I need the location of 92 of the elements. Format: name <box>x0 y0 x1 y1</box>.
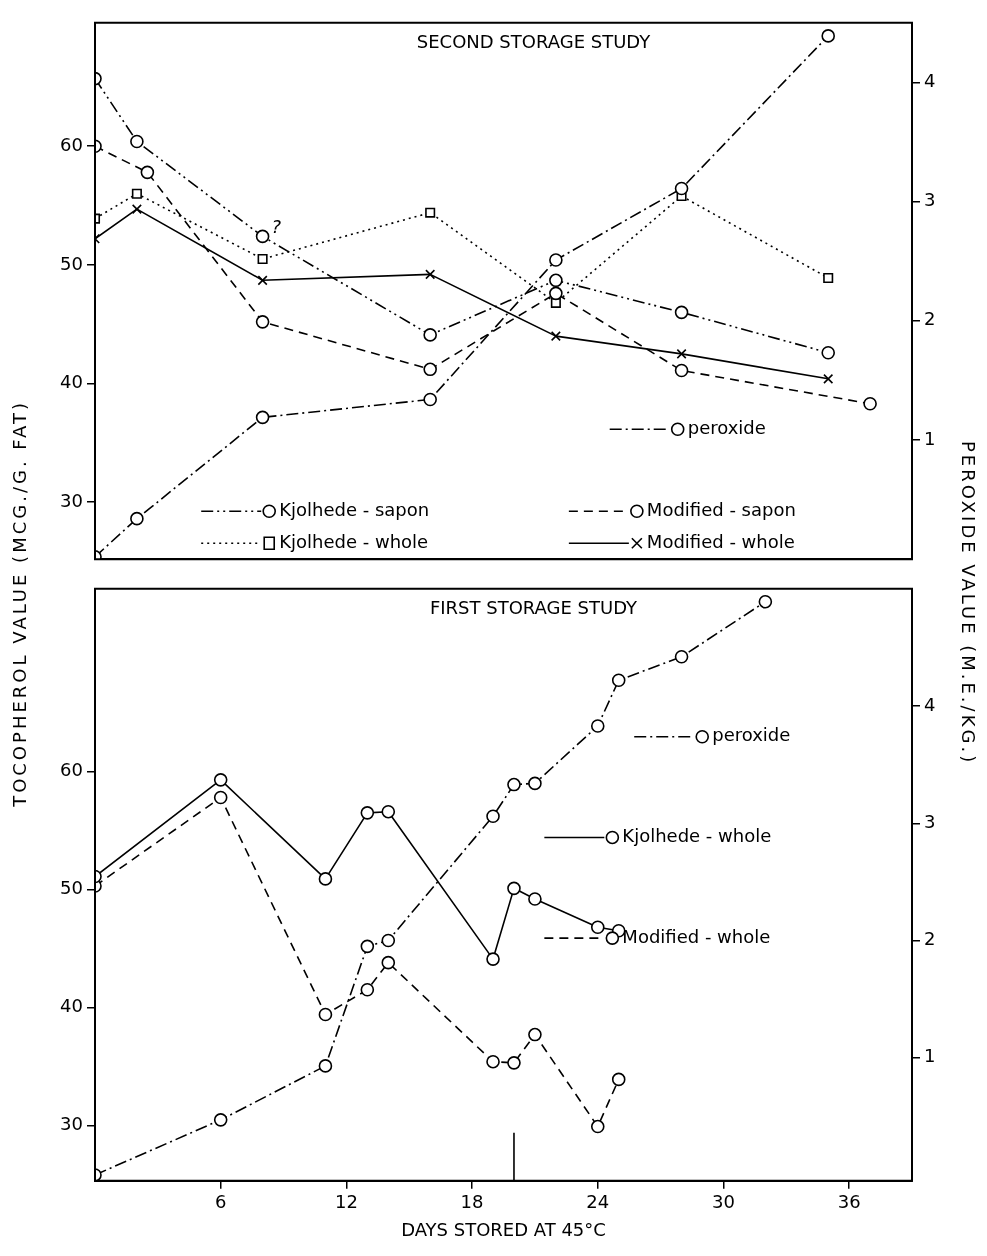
point <box>255 229 270 244</box>
point <box>318 1059 333 1073</box>
point <box>528 1027 542 1042</box>
legend-label: peroxide <box>712 724 791 746</box>
point <box>381 804 396 819</box>
x-tick-label: 6 <box>214 1191 227 1213</box>
point <box>549 253 563 267</box>
point <box>486 1054 500 1069</box>
text: FIRST STORAGE STUDY <box>429 597 639 619</box>
point <box>318 872 333 886</box>
point <box>423 392 437 407</box>
y2-tick-label: 4 <box>924 70 936 92</box>
point <box>674 305 689 320</box>
y-tick-label: 50 <box>60 877 83 899</box>
point <box>130 134 144 149</box>
point <box>549 286 563 301</box>
point <box>486 952 500 966</box>
legend-label: Modified - whole <box>622 925 771 947</box>
y2-tick-label: 4 <box>924 693 936 715</box>
point <box>381 933 396 948</box>
point <box>360 982 375 997</box>
point <box>140 165 155 180</box>
point <box>507 1056 521 1070</box>
y2-tick-label: 1 <box>924 427 936 449</box>
point <box>381 955 396 970</box>
point <box>318 1007 333 1022</box>
point <box>674 363 689 378</box>
y-tick-label: 40 <box>60 995 83 1017</box>
point <box>486 809 500 824</box>
y-tick-label: 50 <box>60 252 83 274</box>
point <box>507 777 521 792</box>
point <box>676 348 687 359</box>
point <box>213 1113 228 1127</box>
y-tick-label: 60 <box>60 133 83 155</box>
x-tick-label: 30 <box>712 1191 735 1213</box>
x-tick-label: 18 <box>460 1191 484 1213</box>
point <box>131 188 142 199</box>
point <box>528 776 542 791</box>
y2-tick-label: 3 <box>924 189 936 211</box>
y-tick-label: 30 <box>60 489 83 511</box>
legend-label: Modified - whole <box>646 530 795 552</box>
point <box>758 594 773 609</box>
point <box>257 275 268 286</box>
point <box>130 511 144 526</box>
y2-tick-label: 3 <box>924 810 936 832</box>
y-axis-title: TOCOPHEROL VALUE (MCG./G. FAT) <box>8 399 30 807</box>
y2-tick-label: 2 <box>924 308 936 330</box>
point <box>863 396 877 411</box>
point <box>425 269 436 280</box>
x-tick-label: 24 <box>586 1191 610 1213</box>
point <box>590 1119 605 1134</box>
point <box>213 773 228 787</box>
point <box>823 272 834 283</box>
point <box>674 649 689 664</box>
point <box>507 881 521 896</box>
point <box>423 328 437 342</box>
point <box>674 181 689 196</box>
y2-axis-title: PEROXIDE VALUE (M.E./KG.) <box>957 440 979 766</box>
point <box>590 920 605 935</box>
point <box>821 29 836 43</box>
x-tick-label: 12 <box>334 1191 358 1213</box>
y-tick-label: 60 <box>60 759 83 781</box>
point <box>823 373 834 384</box>
point <box>590 719 605 733</box>
legend-label: Modified - sapon <box>646 498 796 520</box>
point <box>255 315 270 329</box>
point <box>213 790 228 805</box>
y2-tick-label: 2 <box>924 928 936 950</box>
y-tick-label: 40 <box>60 371 83 393</box>
legend-label: peroxide <box>687 416 766 438</box>
x-tick-label: 36 <box>837 1191 861 1213</box>
point <box>257 253 268 264</box>
point <box>611 673 626 688</box>
point <box>550 331 561 342</box>
x-axis-title: DAYS STORED AT 45°C <box>401 1218 606 1240</box>
legend-label: Kjolhede - whole <box>622 825 772 847</box>
text: SECOND STORAGE STUDY <box>416 31 652 53</box>
point <box>425 207 436 218</box>
point <box>423 362 437 377</box>
y-tick-label: 30 <box>60 1113 83 1135</box>
point <box>611 1072 626 1087</box>
point <box>360 806 375 820</box>
point <box>131 204 142 215</box>
point <box>528 892 542 906</box>
point <box>360 939 375 954</box>
point <box>549 273 563 288</box>
legend-label: Kjolhede - sapon <box>279 498 430 520</box>
point <box>821 345 836 360</box>
annotation: ? <box>271 216 282 238</box>
legend-label: Kjolhede - whole <box>279 530 429 552</box>
point <box>255 410 270 425</box>
y2-tick-label: 1 <box>924 1045 936 1067</box>
